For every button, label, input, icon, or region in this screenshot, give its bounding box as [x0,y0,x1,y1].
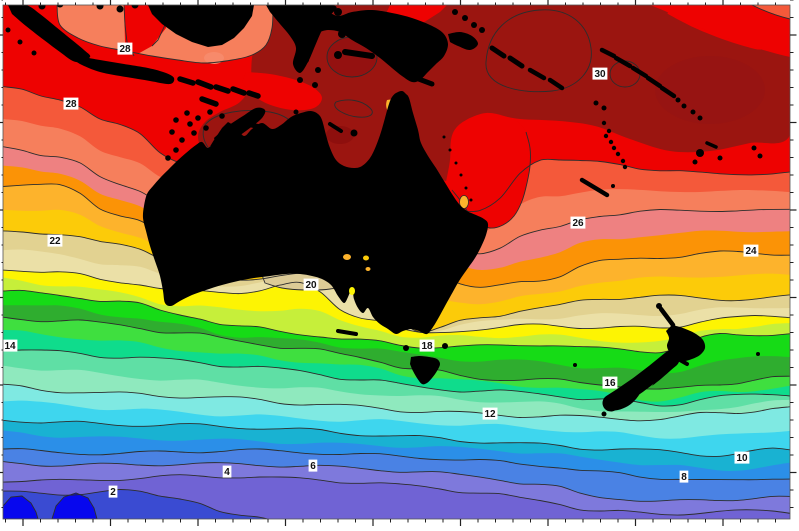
svg-text:24: 24 [745,246,757,257]
svg-text:2: 2 [110,487,116,498]
svg-text:10: 10 [736,453,748,464]
svg-text:28: 28 [65,99,77,110]
svg-text:12: 12 [484,409,496,420]
svg-text:30: 30 [594,69,606,80]
svg-text:14: 14 [4,341,16,352]
svg-text:18: 18 [421,341,433,352]
svg-text:16: 16 [604,378,616,389]
svg-text:28: 28 [119,44,131,55]
svg-text:4: 4 [224,467,230,478]
svg-text:8: 8 [681,472,687,483]
svg-text:6: 6 [310,461,316,472]
svg-text:20: 20 [305,280,317,291]
svg-text:26: 26 [572,218,584,229]
svg-text:22: 22 [49,236,61,247]
